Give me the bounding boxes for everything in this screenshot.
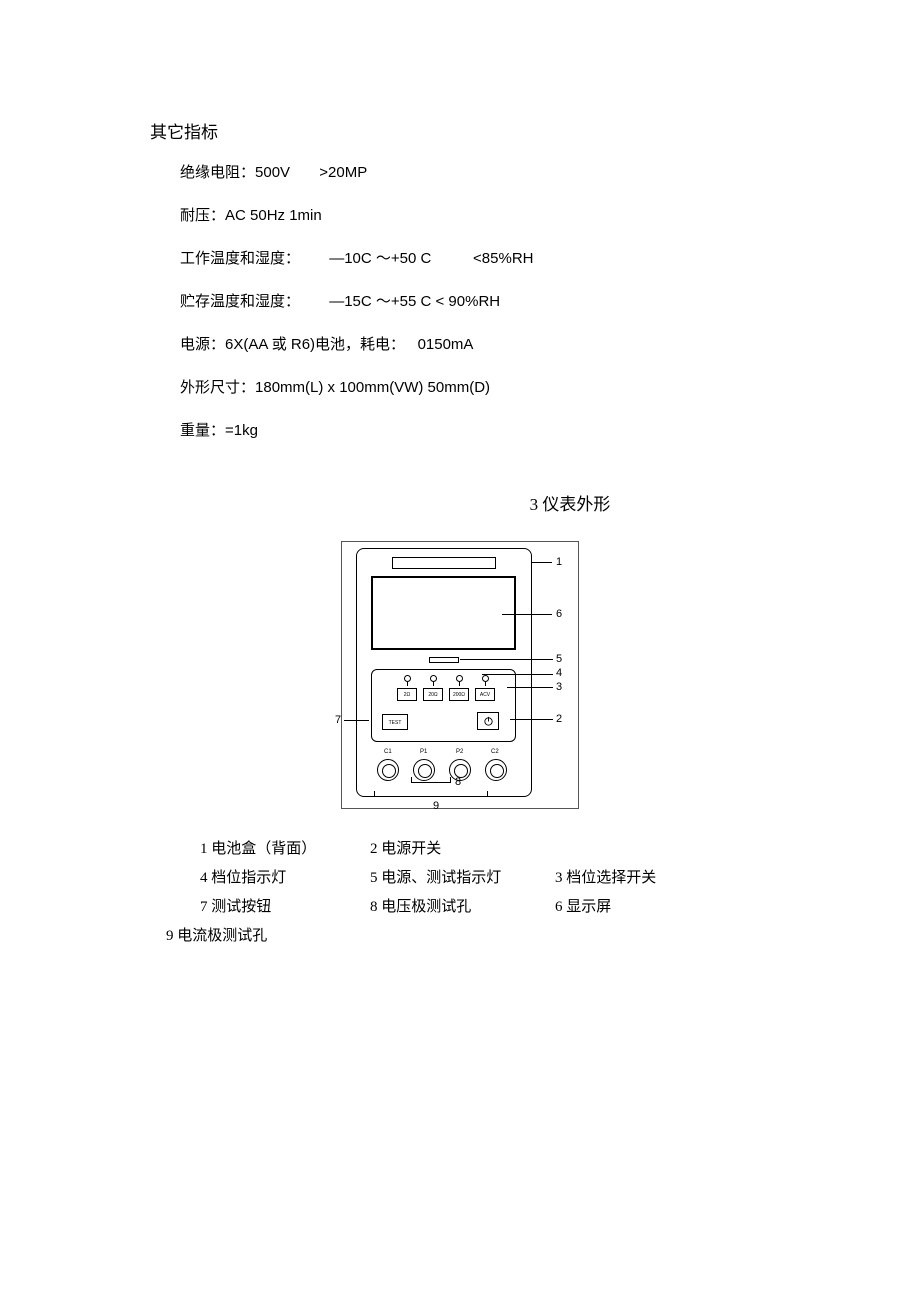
led-icon xyxy=(482,675,489,682)
power-indicator-bar xyxy=(429,657,459,663)
spec-label: 外形尺寸： xyxy=(180,380,255,396)
callout-number: 5 xyxy=(556,653,562,665)
spec-value: 180mm(L) x 100mm(VW) 50mm(D) xyxy=(255,379,490,396)
spec-value: 0150mA xyxy=(418,336,474,353)
spec-label: 电源： xyxy=(180,337,225,353)
spec-value: =1kg xyxy=(225,422,258,439)
spec-label: 重量： xyxy=(180,423,225,439)
spec-weight: 重量：=1kg xyxy=(150,419,770,440)
jack-label: C1 xyxy=(384,749,392,755)
spec-dimensions: 外形尺寸：180mm(L) x 100mm(VW) 50mm(D) xyxy=(150,376,770,397)
led-icon xyxy=(456,675,463,682)
callout-number: 1 xyxy=(556,556,562,568)
callout-number: 7 xyxy=(335,714,341,726)
legend-grid: 1 电池盒（背面） 2 电源开关 4 档位指示灯 5 电源、测试指示灯 3 档位… xyxy=(200,837,770,916)
control-panel: 2Ω 20Ω 200Ω ACV TEST xyxy=(371,669,516,742)
diagram-container: 2Ω 20Ω 200Ω ACV TEST C1 P1 P2 C2 1 6 5 xyxy=(150,541,770,809)
spec-storage: 贮存温度和湿度： —15C 〜+55 C < 90%RH xyxy=(150,290,770,311)
led-icon xyxy=(430,675,437,682)
spec-operating: 工作温度和湿度： —10C 〜+50 C <85%RH xyxy=(150,247,770,268)
bracket-icon xyxy=(411,777,451,783)
callout-number: 6 xyxy=(556,608,562,620)
led-stem xyxy=(459,682,460,686)
callout-number: 2 xyxy=(556,713,562,725)
spec-label: 工作温度和湿度： xyxy=(180,251,300,267)
spec-insulation: 绝缘电阻：500V >20MP xyxy=(150,161,770,182)
spec-value: <85%RH xyxy=(473,250,533,267)
label-plate xyxy=(392,557,496,569)
spec-value: 500V xyxy=(255,164,290,181)
led-stem xyxy=(485,682,486,686)
callout-number: 9 xyxy=(433,800,439,812)
spec-value: —15C 〜+55 C < 90%RH xyxy=(329,293,500,310)
legend-item: 2 电源开关 xyxy=(370,837,555,858)
callout-line xyxy=(482,674,553,675)
legend-item: 5 电源、测试指示灯 xyxy=(370,866,555,887)
bracket-icon xyxy=(374,791,488,797)
callout-line xyxy=(510,719,553,720)
spec-value: 6X(AA 或 R6)电池，耗电： xyxy=(225,336,405,353)
range-button: ACV xyxy=(475,688,495,701)
display-screen xyxy=(371,576,516,650)
spec-label: 耐压： xyxy=(180,208,225,224)
jack-label: P2 xyxy=(456,749,463,755)
callout-line xyxy=(507,687,553,688)
spec-withstand: 耐压：AC 50Hz 1min xyxy=(150,204,770,225)
range-button: 200Ω xyxy=(449,688,469,701)
power-icon xyxy=(483,716,494,727)
led-icon xyxy=(404,675,411,682)
spec-value: AC 50Hz 1min xyxy=(225,207,322,224)
legend-item: 9 电流极测试孔 xyxy=(166,924,770,945)
jack-terminal xyxy=(485,759,507,781)
legend-item xyxy=(555,837,720,858)
spec-label: 贮存温度和湿度： xyxy=(180,294,300,310)
spec-value: —10C 〜+50 C xyxy=(329,250,431,267)
power-button xyxy=(477,712,499,730)
legend-item: 3 档位选择开关 xyxy=(555,866,720,887)
range-button: 20Ω xyxy=(423,688,443,701)
legend-item: 6 显示屏 xyxy=(555,895,720,916)
callout-line xyxy=(460,659,553,660)
range-button: 2Ω xyxy=(397,688,417,701)
meter-diagram: 2Ω 20Ω 200Ω ACV TEST C1 P1 P2 C2 1 6 5 xyxy=(341,541,579,809)
jack-terminal xyxy=(377,759,399,781)
callout-number: 8 xyxy=(455,776,461,788)
jack-label: P1 xyxy=(420,749,427,755)
jack-label: C2 xyxy=(491,749,499,755)
led-stem xyxy=(433,682,434,686)
test-button: TEST xyxy=(382,714,408,730)
meter-body: 2Ω 20Ω 200Ω ACV TEST C1 P1 P2 C2 xyxy=(356,548,532,797)
legend-item: 1 电池盒（背面） xyxy=(200,837,370,858)
led-stem xyxy=(407,682,408,686)
callout-line xyxy=(502,614,552,615)
section-title: 其它指标 xyxy=(150,118,770,143)
legend-item: 7 测试按钮 xyxy=(200,895,370,916)
spec-power: 电源：6X(AA 或 R6)电池，耗电： 0150mA xyxy=(150,333,770,354)
callout-line xyxy=(532,562,552,563)
callout-number: 3 xyxy=(556,681,562,693)
callout-number: 4 xyxy=(556,667,562,679)
diagram-title: 3 仪表外形 xyxy=(150,490,770,515)
legend-item: 4 档位指示灯 xyxy=(200,866,370,887)
legend-item: 8 电压极测试孔 xyxy=(370,895,555,916)
spec-label: 绝缘电阻： xyxy=(180,165,255,181)
spec-value: >20MP xyxy=(319,164,367,181)
callout-line xyxy=(344,720,369,721)
